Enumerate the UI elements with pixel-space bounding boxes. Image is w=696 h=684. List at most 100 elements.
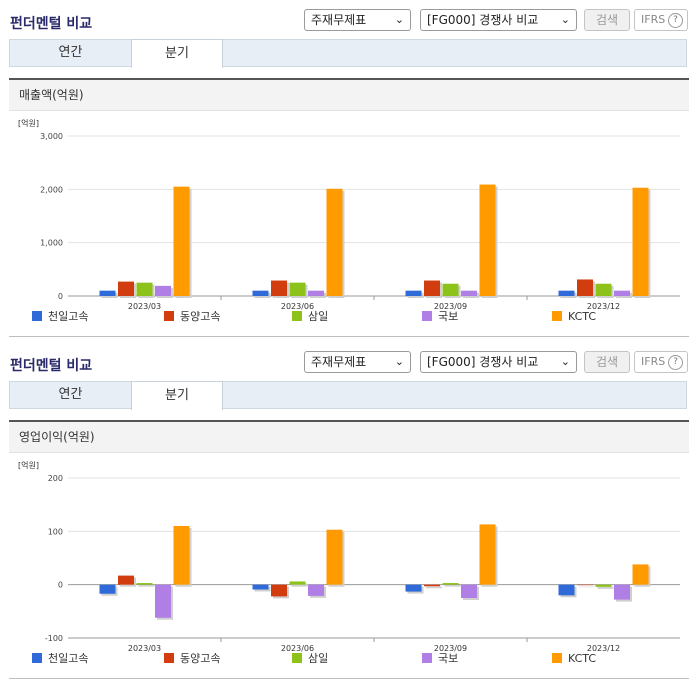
divider xyxy=(9,336,689,337)
section-title: 펀더멘털 비교 xyxy=(10,358,93,374)
bar xyxy=(271,280,287,296)
comparison-select[interactable]: [FG000] 경쟁사 비교 ⌄ xyxy=(420,351,577,373)
legend-label: 천일고속 xyxy=(48,651,88,665)
legend-label: 천일고속 xyxy=(48,309,88,323)
legend-label: 삼일 xyxy=(308,651,328,665)
bar xyxy=(595,283,612,296)
bar xyxy=(479,184,496,296)
y-tick-label: 0 xyxy=(58,581,63,590)
legend-label: 국보 xyxy=(438,310,458,323)
y-tick-label: 3,000 xyxy=(40,132,63,141)
bar xyxy=(461,290,477,296)
legend-swatch xyxy=(32,311,42,321)
ifrs-button[interactable]: IFRS ? xyxy=(634,351,688,373)
legend-swatch xyxy=(292,311,302,321)
chevron-down-icon: ⌄ xyxy=(394,13,404,26)
y-tick-label: 2,000 xyxy=(40,185,63,194)
x-tick-label: 2023/09 xyxy=(434,644,467,653)
bar xyxy=(558,290,575,296)
y-tick-label: 200 xyxy=(48,474,63,483)
bar xyxy=(442,283,459,296)
statement-select[interactable]: 주재무제표 ⌄ xyxy=(304,9,411,31)
period-tabs: 연간 분기 xyxy=(9,39,687,68)
help-icon: ? xyxy=(668,13,683,28)
bar xyxy=(308,290,324,296)
bar xyxy=(136,282,153,296)
x-tick-label: 2023/03 xyxy=(128,644,161,653)
bar xyxy=(155,584,171,618)
chevron-down-icon: ⌄ xyxy=(560,13,570,26)
bar xyxy=(289,581,306,585)
bar xyxy=(424,584,440,587)
divider xyxy=(9,678,689,679)
y-tick-label: 1,000 xyxy=(40,239,63,248)
search-button[interactable]: 검색 xyxy=(584,351,630,373)
ifrs-button[interactable]: IFRS ? xyxy=(634,9,688,31)
legend-label: KCTC xyxy=(568,652,596,665)
bar xyxy=(577,584,593,586)
bar xyxy=(136,583,153,585)
panel-title: 영업이익(억원) xyxy=(9,422,689,453)
legend-label: 국보 xyxy=(438,652,458,665)
search-button[interactable]: 검색 xyxy=(584,9,630,31)
legend-swatch xyxy=(552,311,562,321)
bar-shadow xyxy=(426,586,442,589)
y-tick-label: 100 xyxy=(48,527,63,536)
bar xyxy=(632,187,649,296)
bar xyxy=(577,279,593,296)
period-tabs: 연간 분기 xyxy=(9,381,687,410)
bar xyxy=(461,584,477,598)
bar xyxy=(99,584,116,594)
tab-annual[interactable]: 연간 xyxy=(58,45,83,60)
unit-label: [억원] xyxy=(18,118,39,128)
bar xyxy=(632,564,649,585)
bar xyxy=(405,584,422,592)
tab-quarterly[interactable]: 분기 xyxy=(131,39,223,68)
tab-annual[interactable]: 연간 xyxy=(58,387,83,402)
section-title: 펀더멘털 비교 xyxy=(10,16,93,32)
fundamental-section-2: 펀더멘털 비교 주재무제표 ⌄ [FG000] 경쟁사 비교 ⌄ 검색 IFRS… xyxy=(0,342,696,684)
unit-label: [억원] xyxy=(18,460,39,470)
bar xyxy=(173,526,190,585)
legend-swatch xyxy=(552,653,562,663)
tab-quarterly[interactable]: 분기 xyxy=(131,381,223,410)
y-tick-label: 0 xyxy=(58,292,63,301)
bar xyxy=(558,584,575,596)
bar-shadow xyxy=(138,585,155,587)
x-tick-label: 2023/03 xyxy=(128,302,161,311)
bar-shadow xyxy=(291,583,308,587)
bar xyxy=(326,529,343,585)
bar xyxy=(155,285,171,296)
bar xyxy=(252,290,269,296)
legend-swatch xyxy=(32,653,42,663)
legend-swatch xyxy=(422,653,432,663)
bar xyxy=(289,282,306,296)
panel-title: 매출액(억원) xyxy=(9,80,689,111)
fundamental-section-1: 펀더멘털 비교 주재무제표 ⌄ [FG000] 경쟁사 비교 ⌄ 검색 IFRS… xyxy=(9,9,689,337)
operating-profit-chart: [억원] -100 0 100 200 2023/03 2023/06 2023/09 2023… xyxy=(18,460,680,665)
x-tick-label: 2023/06 xyxy=(281,302,314,311)
chart-panel: 영업이익(억원) xyxy=(9,420,689,682)
bar xyxy=(252,584,269,590)
bar xyxy=(405,290,422,296)
bar xyxy=(99,290,116,296)
bar-shadow xyxy=(597,586,614,589)
chevron-down-icon: ⌄ xyxy=(394,355,404,368)
legend-swatch xyxy=(292,653,302,663)
statement-select[interactable]: 주재무제표 ⌄ xyxy=(304,351,411,373)
bar xyxy=(442,583,459,585)
bar-shadow xyxy=(579,586,595,588)
bar xyxy=(614,290,630,296)
bar xyxy=(326,188,343,296)
bar xyxy=(173,186,190,296)
legend-label: 동양고속 xyxy=(180,310,220,323)
x-tick-label: 2023/12 xyxy=(587,644,620,653)
legend-swatch xyxy=(164,653,174,663)
legend-swatch xyxy=(164,311,174,321)
x-tick-label: 2023/12 xyxy=(587,302,620,311)
revenue-chart: [억원] 0 1,000 2,000 3,000 2023/03 2023/06 2023/0… xyxy=(18,118,680,323)
comparison-select[interactable]: [FG000] 경쟁사 비교 ⌄ xyxy=(420,9,577,31)
bar xyxy=(479,524,496,585)
chevron-down-icon: ⌄ xyxy=(560,355,570,368)
bar xyxy=(614,584,630,600)
